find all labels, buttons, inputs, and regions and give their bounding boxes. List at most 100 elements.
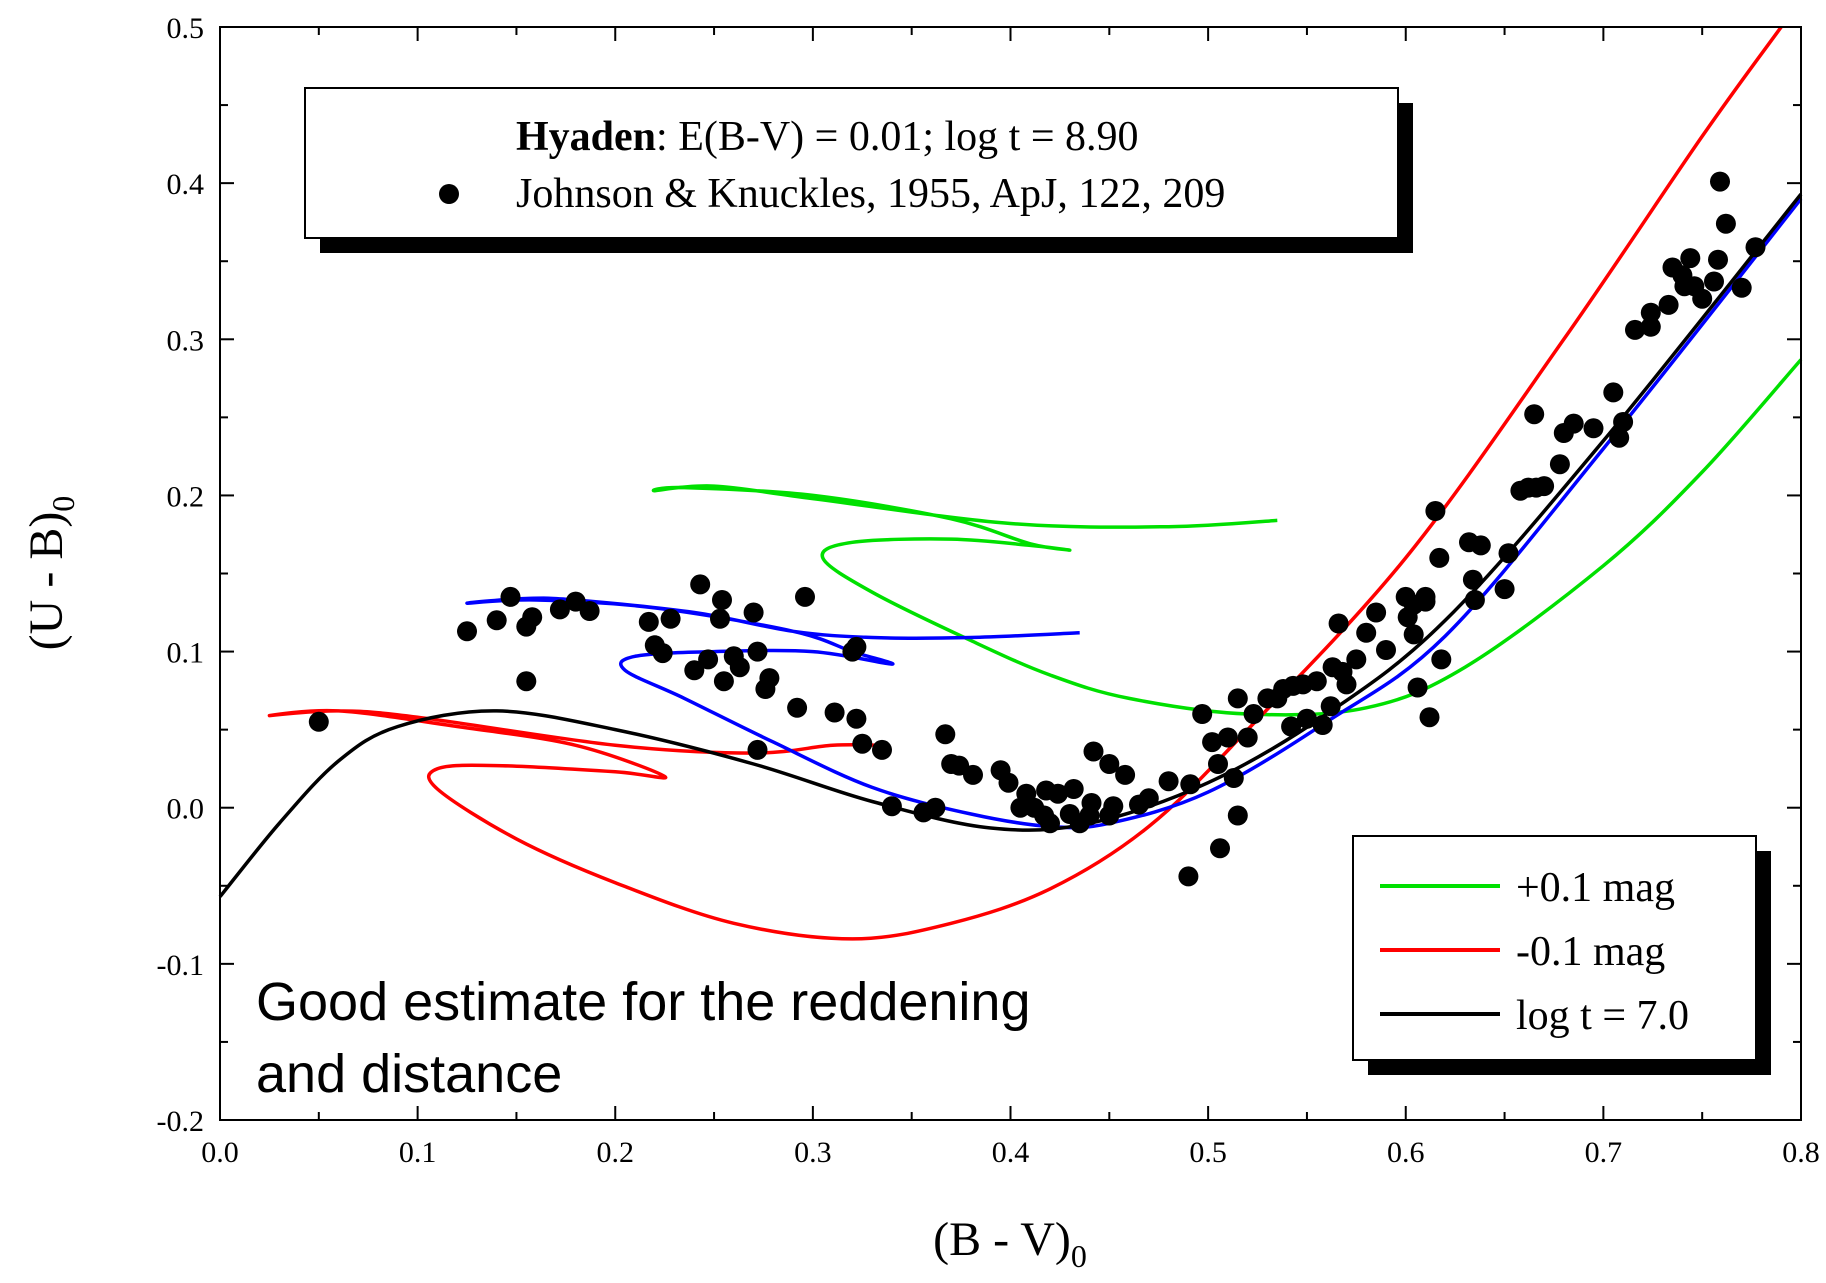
top-legend-box <box>304 87 1399 239</box>
scatter-point <box>486 610 507 631</box>
scatter-point <box>684 660 705 681</box>
scatter-point <box>500 586 521 607</box>
scatter-point <box>1083 741 1104 762</box>
scatter-point <box>729 657 750 678</box>
scatter-point <box>1336 674 1357 695</box>
scatter-point <box>1306 671 1327 692</box>
scatter-point <box>1227 805 1248 826</box>
scatter-point <box>1429 547 1450 568</box>
scatter-point <box>1640 316 1661 337</box>
scatter-point <box>743 602 764 623</box>
scatter-point <box>1158 771 1179 792</box>
y-axis-title-subscript: 0 <box>45 496 81 512</box>
x-tick-label: 0.2 <box>597 1136 635 1169</box>
scatter-point <box>1376 640 1396 660</box>
y-tick-label: -0.1 <box>157 949 205 982</box>
scatter-point <box>787 697 808 718</box>
scatter-point <box>1419 707 1440 728</box>
scatter-point <box>712 590 732 610</box>
scatter-point <box>1210 838 1230 859</box>
scatter-point <box>1040 813 1060 834</box>
scatter-points <box>308 171 1766 887</box>
scatter-point <box>1731 277 1752 298</box>
scatter-point <box>652 643 673 664</box>
x-tick-label: 0.1 <box>399 1136 437 1169</box>
scatter-point <box>747 641 768 662</box>
scatter-point <box>710 608 730 629</box>
scatter-point <box>1346 649 1367 670</box>
scatter-point <box>846 708 867 729</box>
x-tick-label: 0.3 <box>794 1136 832 1169</box>
scatter-point <box>1464 590 1485 610</box>
x-tick-label: 0.4 <box>992 1136 1030 1169</box>
scatter-point <box>713 671 734 692</box>
scatter-point <box>660 608 681 629</box>
scatter-point <box>549 599 570 620</box>
scatter-point <box>308 711 329 732</box>
scatter-point <box>1425 501 1446 521</box>
scatter-point <box>1524 404 1545 425</box>
scatter-point <box>1063 779 1084 799</box>
scatter-point <box>1227 688 1248 709</box>
top-legend-line1-rest: : E(B-V) = 0.01; log t = 8.90 <box>656 114 1139 160</box>
scatter-point <box>1692 288 1713 309</box>
scatter-point <box>1708 249 1728 270</box>
scatter-point <box>1431 649 1452 670</box>
scatter-point <box>935 724 956 745</box>
scatter-point <box>852 733 873 754</box>
scatter-point <box>824 702 845 723</box>
scatter-point <box>747 739 768 760</box>
scatter-point <box>1223 768 1244 788</box>
scatter-point <box>1563 413 1584 434</box>
scatter-point <box>1462 569 1483 590</box>
scatter-point <box>1470 535 1491 556</box>
y-axis-title: (U - B)0 <box>20 496 81 651</box>
top-legend-line1: Hyaden: E(B-V) = 0.01; log t = 8.90 <box>516 114 1139 160</box>
x-axis-title-main: (B - V) <box>933 1213 1071 1266</box>
top-legend-marker <box>439 184 459 204</box>
scatter-point <box>1704 271 1724 292</box>
scatter-point <box>1710 171 1730 192</box>
scatter-point <box>842 641 863 662</box>
scatter-point <box>963 764 983 785</box>
scatter-point <box>1534 476 1555 497</box>
scatter-point <box>795 586 815 607</box>
scatter-point <box>1243 704 1264 724</box>
scatter-point <box>1081 793 1102 813</box>
scatter-point <box>690 574 711 595</box>
scatter-point <box>638 611 659 632</box>
annotation-line2: and distance <box>256 1044 562 1104</box>
axis-ticks: 0.0 0.1 0.2 0.3 0.4 0.5 0.6 0.7 0.8 -0.2 -0.1 0.0 0.… <box>157 12 1820 1169</box>
series-blue-isochrone <box>465 197 1803 830</box>
scatter-point <box>1625 319 1645 340</box>
scatter-point <box>1498 543 1519 564</box>
scatter-point <box>698 649 719 670</box>
legend-label-plus: +0.1 mag <box>1516 865 1675 911</box>
scatter-point <box>1328 613 1349 634</box>
top-legend-bold-label: Hyaden <box>516 114 656 160</box>
scatter-point <box>1640 302 1661 323</box>
x-axis-title: (B - V)0 <box>933 1213 1087 1274</box>
scatter-point <box>579 601 600 621</box>
scatter-point <box>457 621 477 642</box>
scatter-point <box>1549 454 1570 475</box>
series-log-t-7 <box>218 193 1803 898</box>
scatter-point <box>881 796 902 817</box>
scatter-point <box>998 772 1019 793</box>
top-legend-marker-label: Johnson & Knuckles, 1955, ApJ, 122, 209 <box>516 171 1225 217</box>
y-tick-label: 0.4 <box>167 168 205 201</box>
curve-legend: +0.1 mag -0.1 mag log t = 7.0 <box>1352 835 1771 1075</box>
scatter-point <box>1407 677 1428 698</box>
y-tick-label: 0.5 <box>167 12 205 45</box>
scatter-point <box>1658 294 1679 315</box>
x-tick-label: 0.6 <box>1387 1136 1425 1169</box>
y-axis-title-main: (U - B) <box>20 512 73 651</box>
y-tick-label: 0.2 <box>167 480 205 513</box>
legend-label-logt: log t = 7.0 <box>1516 993 1689 1039</box>
scatter-point <box>1178 866 1199 887</box>
scatter-point <box>1494 579 1515 600</box>
scatter-point <box>1312 715 1333 735</box>
scatter-point <box>1103 796 1124 817</box>
scatter-point <box>1099 754 1120 774</box>
